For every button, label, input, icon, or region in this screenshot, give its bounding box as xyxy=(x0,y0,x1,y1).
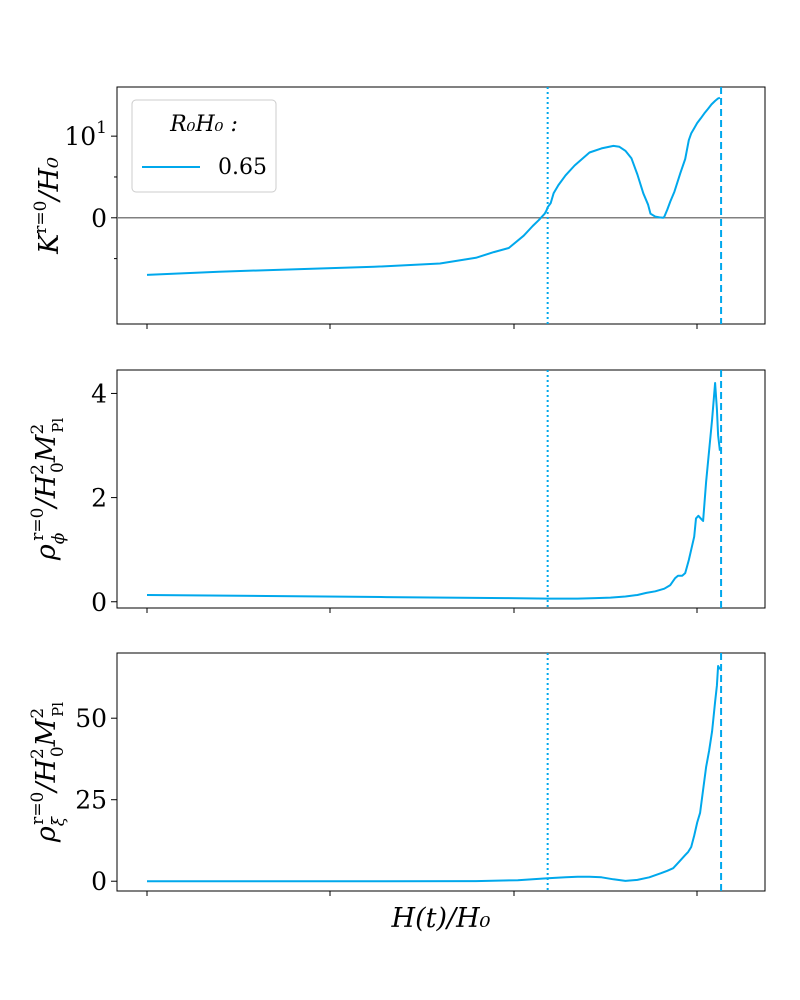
y-tick-label-1-2: 101 xyxy=(64,118,107,151)
axes-frame-1 xyxy=(116,86,766,325)
y-tick-label-3-1: 0 xyxy=(91,867,107,896)
x-axis-label: H(t)/H₀ xyxy=(391,903,491,934)
legend-title: R₀H₀ : xyxy=(169,112,238,137)
y-tick-label-3-2: 25 xyxy=(75,786,107,815)
y-axis-label-2: ρϕr=0/H20M2Pl xyxy=(28,418,69,562)
axes-frame-2 xyxy=(116,369,766,609)
y-tick-label-1-1: 0 xyxy=(91,204,107,233)
legend-box xyxy=(131,99,277,193)
series-line-3 xyxy=(147,665,721,883)
series-line-2 xyxy=(146,382,721,600)
y-tick-label-2-3: 4 xyxy=(91,379,107,408)
axes-frame-3 xyxy=(116,652,766,892)
y-tick-label-3-3: 50 xyxy=(75,704,107,733)
y-axis-label-3: ρξr=0/H20M2Pl xyxy=(28,702,69,843)
legend-label-1: 0.65 xyxy=(218,155,267,180)
y-tick-label-2-2: 2 xyxy=(91,484,107,513)
series-line-1 xyxy=(146,96,721,276)
y-tick-label-2-1: 0 xyxy=(91,588,107,617)
y-axis-label-1: Kr=0/H₀ xyxy=(31,157,65,255)
